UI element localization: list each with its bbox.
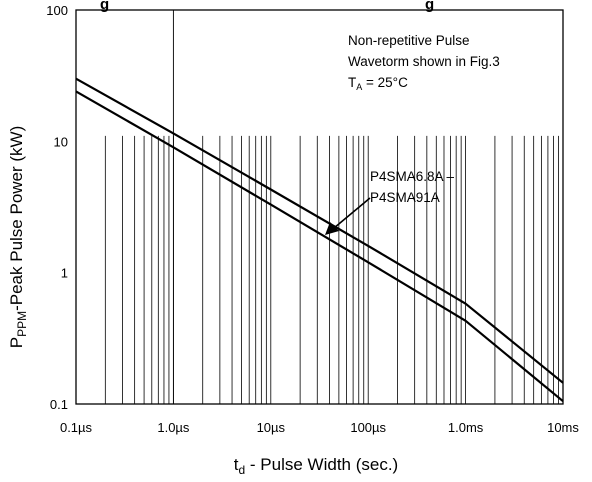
grid bbox=[104, 10, 559, 404]
x-axis-label-rest: - Pulse Width (sec.) bbox=[245, 455, 398, 474]
annotation-line-2: Wavetorm shown in Fig.3 bbox=[348, 54, 500, 69]
y-axis-label: PPPM-Peak Pulse Power (kW) bbox=[7, 126, 29, 349]
annotation-temp-main: T bbox=[348, 75, 356, 90]
series-label-line-2: P4SMA91A bbox=[370, 190, 440, 205]
series-label-line-1: P4SMA6.8A – bbox=[370, 169, 455, 184]
series-line-1 bbox=[75, 77, 564, 384]
y-axis-label-rest: -Peak Pulse Power (kW) bbox=[7, 126, 26, 311]
y-tick-labels: 0.1 1 10 100 bbox=[46, 3, 68, 412]
x-axis-label-sub: d bbox=[239, 463, 246, 477]
x-tick-label: 1.0ms bbox=[448, 420, 484, 435]
y-tick-label: 10 bbox=[54, 134, 68, 149]
annotation-temp-sub: A bbox=[356, 82, 362, 92]
y-tick-label: 100 bbox=[46, 3, 68, 18]
series-lines bbox=[75, 77, 564, 403]
x-tick-label: 10ms bbox=[547, 420, 579, 435]
series-arrow-head bbox=[325, 222, 339, 235]
annotation-line-1: Non-repetitive Pulse bbox=[348, 33, 470, 48]
series-line-2 bbox=[75, 90, 564, 403]
x-tick-label: 100µs bbox=[350, 420, 386, 435]
x-axis-label-main: t bbox=[234, 455, 239, 474]
y-tick-label: 1 bbox=[61, 266, 68, 281]
y-axis-label-main: P bbox=[7, 337, 26, 348]
x-tick-label: 10µs bbox=[257, 420, 286, 435]
annotation-temp-rest: = 25°C bbox=[362, 75, 408, 90]
annotation-temperature: TA = 25°C bbox=[348, 75, 408, 92]
y-tick-label: 0.1 bbox=[50, 397, 68, 412]
x-axis-label: td - Pulse Width (sec.) bbox=[234, 455, 398, 477]
x-tick-labels: 0.1µs 1.0µs 10µs 100µs 1.0ms 10ms bbox=[60, 420, 579, 435]
series-arrow-shaft bbox=[333, 197, 371, 229]
chart-title-fragment-right: g bbox=[425, 0, 434, 13]
chart-title-fragment-left: g bbox=[100, 0, 109, 13]
x-tick-label: 1.0µs bbox=[157, 420, 190, 435]
x-tick-label: 0.1µs bbox=[60, 420, 93, 435]
plot-frame bbox=[75, 9, 564, 405]
y-axis-label-sub: PPM bbox=[15, 311, 29, 337]
